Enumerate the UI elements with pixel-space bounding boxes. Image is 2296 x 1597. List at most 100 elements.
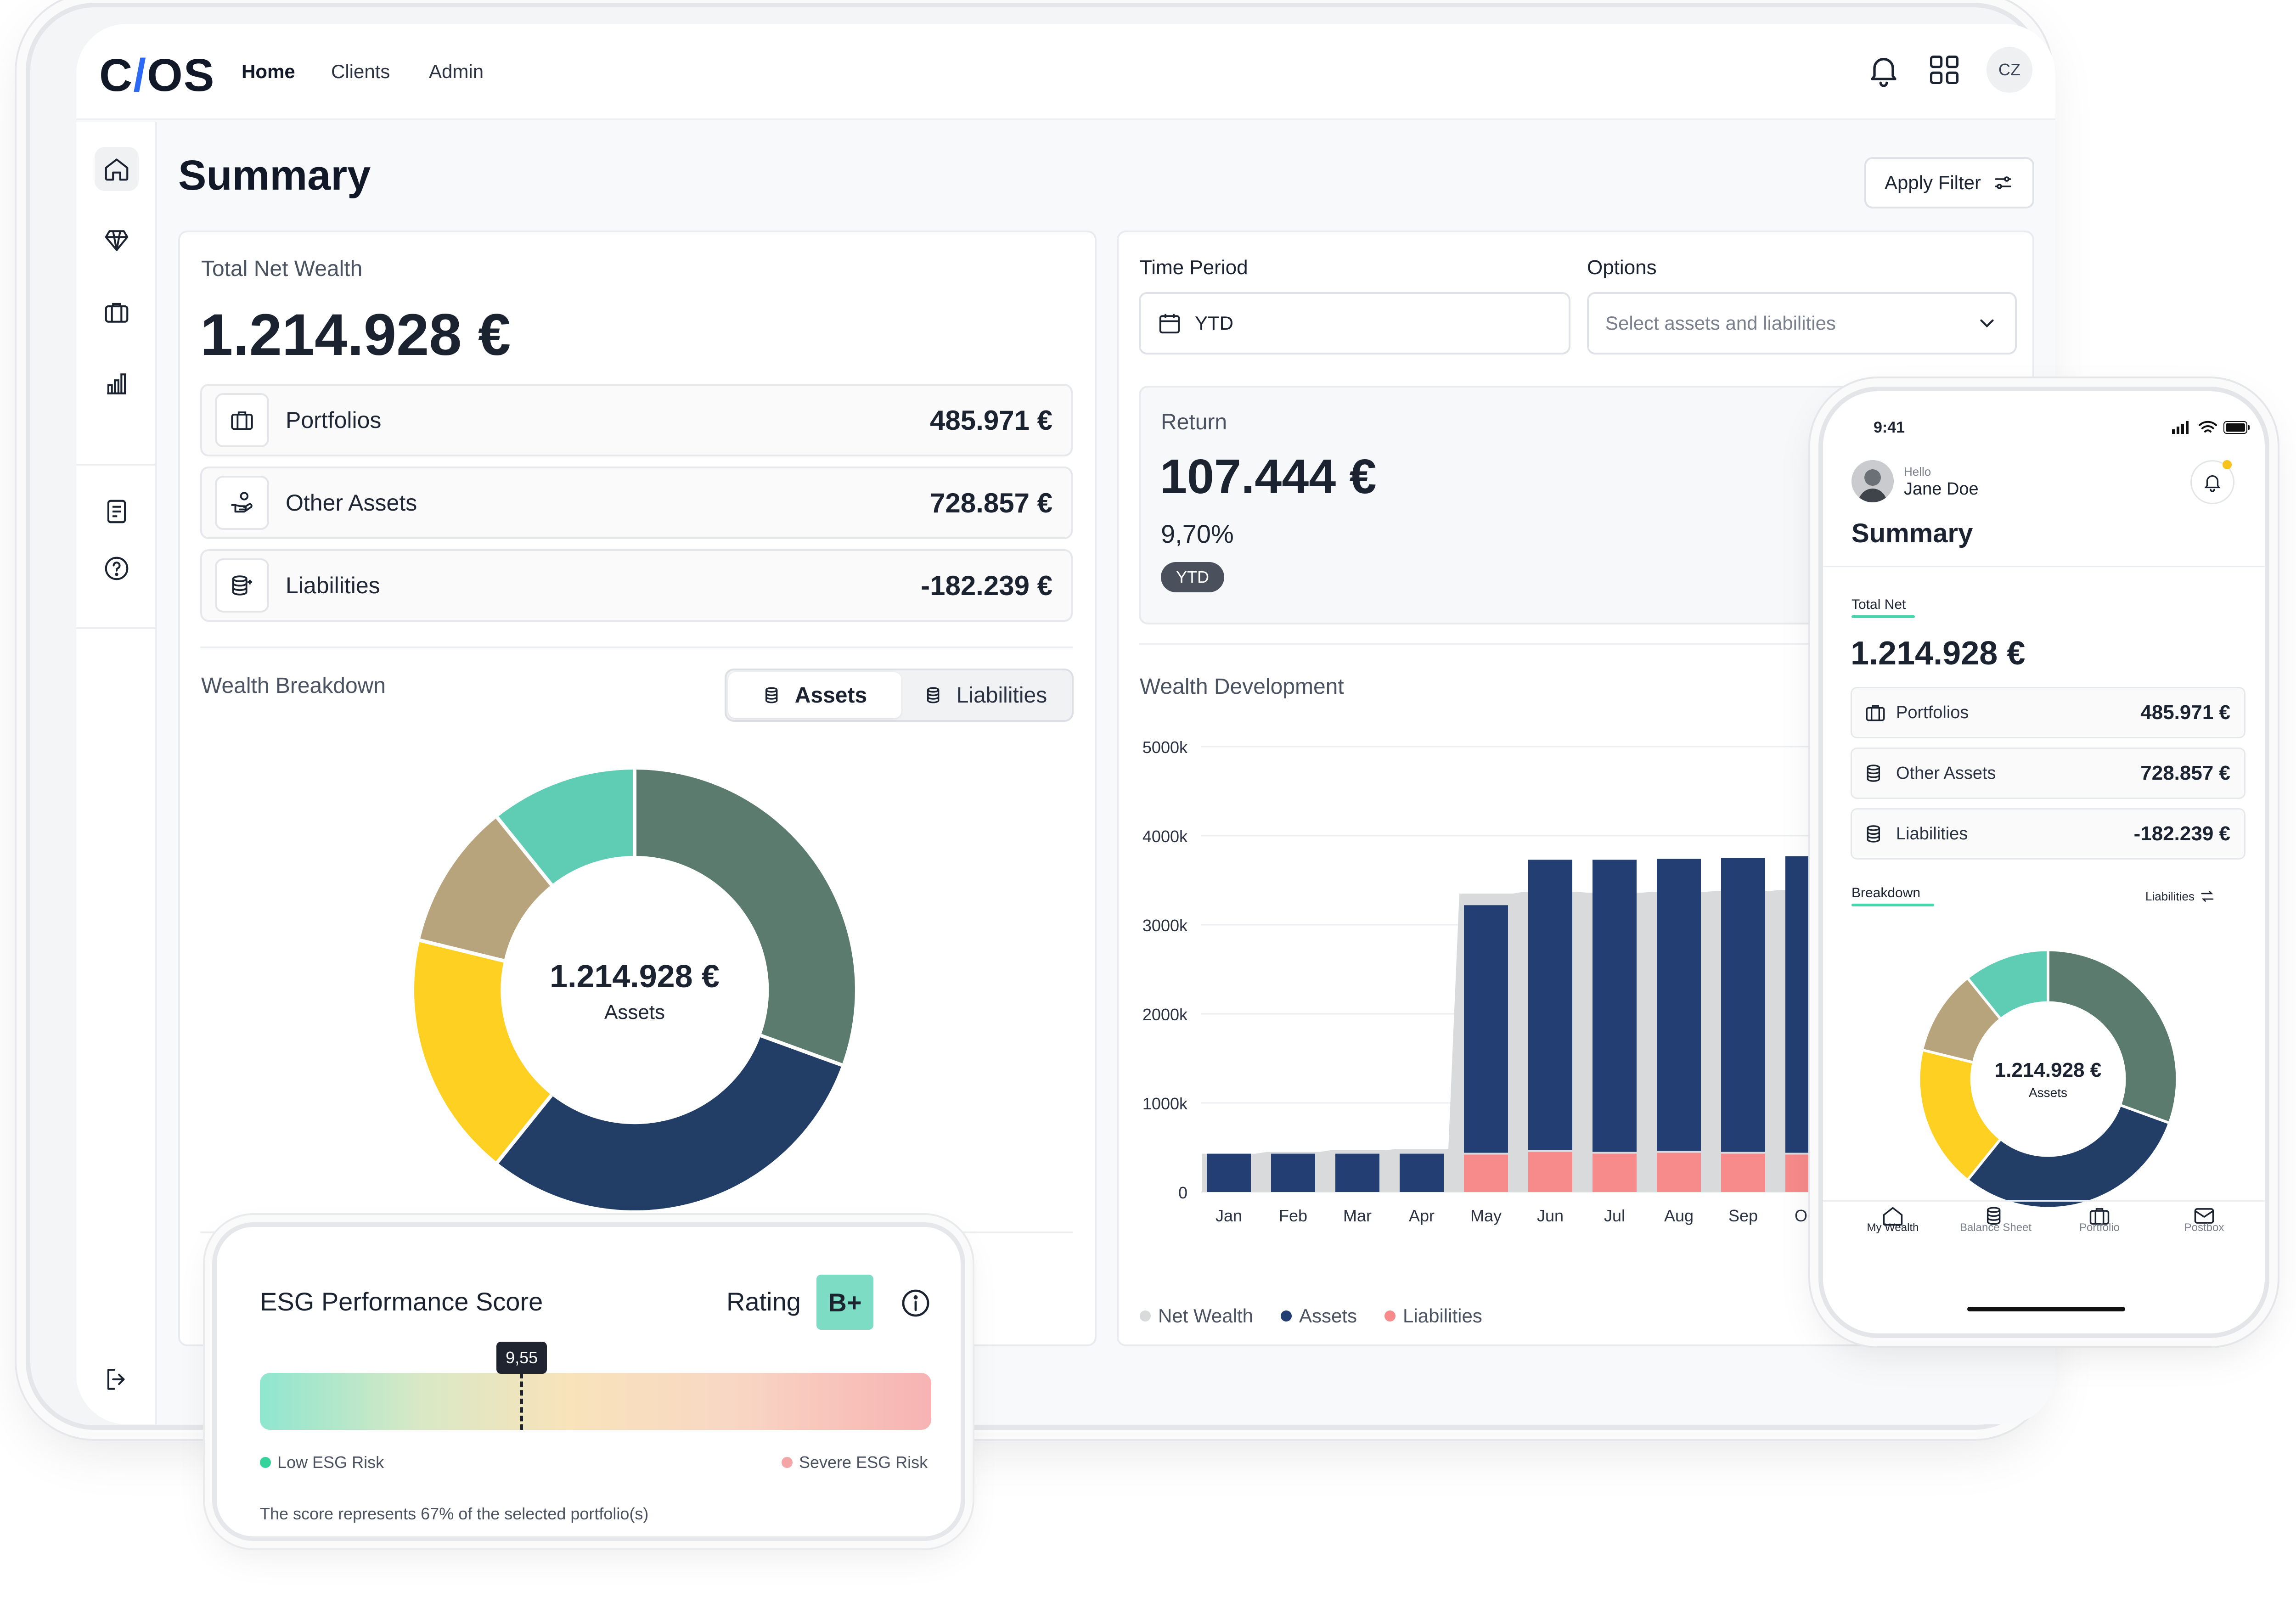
- user-name: Jane Doe: [1904, 479, 1979, 499]
- nav-home[interactable]: Home: [242, 61, 295, 82]
- row-label: Portfolios: [1896, 703, 1969, 722]
- tab-postbox[interactable]: Postbox: [2184, 1221, 2224, 1234]
- divider: [1139, 643, 2016, 645]
- nav-admin[interactable]: Admin: [429, 61, 484, 82]
- net-wealth-card: Total Net Wealth 1.214.928 € Portfolios …: [178, 231, 1097, 1346]
- donut-segment: [497, 769, 635, 885]
- row-label: Portfolios: [286, 407, 382, 433]
- net-wealth-value: 1.214.928 €: [200, 302, 511, 368]
- notification-bell-icon[interactable]: [2190, 460, 2234, 504]
- donut-segment: [2048, 951, 2176, 1123]
- tab-total-net[interactable]: Total Net: [1851, 597, 1906, 612]
- row-label: Liabilities: [1896, 824, 1968, 843]
- chart-legend: Net Wealth Assets Liabilities: [1140, 1305, 1482, 1327]
- x-tick-label: Feb: [1279, 1206, 1307, 1225]
- sidebar-chart-icon[interactable]: [95, 362, 139, 406]
- user-avatar[interactable]: CZ: [1986, 47, 2032, 93]
- donut-center-label: Assets: [604, 1001, 665, 1023]
- app-logo[interactable]: C/OS: [99, 50, 215, 101]
- liabilities-bar: [1528, 1152, 1572, 1192]
- row-label: Liabilities: [286, 573, 380, 598]
- tab-balance-sheet[interactable]: Balance Sheet: [1959, 1221, 2032, 1234]
- assets-bar: [1657, 859, 1701, 1151]
- liabilities-bar: [1721, 1153, 1765, 1192]
- list-item[interactable]: Other Assets 728.857 €: [1851, 748, 2245, 799]
- return-value: 107.444 €: [1160, 450, 1377, 504]
- briefcase-icon: [215, 393, 269, 447]
- bell-icon[interactable]: [1865, 51, 1902, 88]
- liabilities-bar: [1593, 1153, 1637, 1192]
- page-title: Summary: [178, 152, 371, 199]
- mail-tab-icon[interactable]: [2172, 1204, 2236, 1228]
- toggle-assets[interactable]: Assets: [728, 672, 901, 718]
- hand-coins-icon: [215, 476, 269, 530]
- donut-segment: [1920, 1050, 2000, 1179]
- wifi-icon: [2199, 421, 2217, 433]
- calendar-icon: [1159, 314, 1180, 334]
- assets-bar: [1207, 1153, 1251, 1192]
- tab-breakdown[interactable]: Breakdown: [1851, 885, 1921, 900]
- nav-clients[interactable]: Clients: [331, 61, 390, 82]
- x-tick-label: May: [1470, 1206, 1502, 1225]
- esg-score-marker: [520, 1373, 523, 1430]
- donut-segment: [497, 1035, 842, 1211]
- sidebar-home-icon[interactable]: [95, 147, 139, 191]
- assets-bar: [1400, 1153, 1444, 1192]
- divider: [1823, 566, 2265, 567]
- donut-center-value: 1.214.928 €: [550, 958, 720, 994]
- assets-bar: [1721, 858, 1765, 1152]
- liabilities-link[interactable]: Liabilities: [2145, 888, 2216, 905]
- liabilities-bar: [1657, 1153, 1701, 1192]
- list-item[interactable]: Other Assets 728.857 €: [200, 467, 1073, 539]
- esg-score-bar: [260, 1373, 931, 1430]
- apps-grid-icon[interactable]: [1927, 52, 1962, 87]
- filter-sliders-icon: [1992, 172, 2014, 194]
- briefcase-tab-icon[interactable]: [2067, 1204, 2132, 1228]
- x-tick-label: Aug: [1664, 1206, 1694, 1225]
- sidebar-help-icon[interactable]: [95, 546, 139, 590]
- coins-stack-icon: [215, 558, 269, 613]
- apply-filter-button[interactable]: Apply Filter: [1864, 157, 2034, 208]
- battery-icon: [2223, 421, 2250, 434]
- status-time: 9:41: [1874, 419, 1905, 436]
- x-tick-label: Sep: [1728, 1206, 1758, 1225]
- coins-tab-icon[interactable]: [1964, 1204, 2028, 1228]
- list-item[interactable]: Liabilities -182.239 €: [200, 549, 1073, 622]
- sidebar-document-icon[interactable]: [95, 489, 139, 534]
- x-tick-label: Oct: [1795, 1206, 1820, 1225]
- donut-segment: [635, 770, 855, 1065]
- info-icon[interactable]: [899, 1287, 932, 1320]
- row-value: 485.971 €: [930, 405, 1052, 436]
- list-item[interactable]: Liabilities -182.239 €: [1851, 808, 2245, 860]
- tab-my-wealth[interactable]: My Wealth: [1867, 1221, 1919, 1234]
- rating-label: Rating: [726, 1287, 801, 1316]
- y-tick-label: 4000k: [1142, 827, 1188, 846]
- options-label: Options: [1587, 256, 1657, 279]
- x-tick-label: Jul: [1604, 1206, 1625, 1225]
- y-tick-label: 1000k: [1142, 1094, 1188, 1113]
- legend-item: Net Wealth: [1140, 1305, 1253, 1327]
- tablet-frame: C/OS Home Clients Admin CZ: [26, 3, 2055, 1430]
- assets-bar: [1335, 1153, 1379, 1192]
- toggle-liabilities[interactable]: Liabilities: [901, 672, 1070, 718]
- time-period-input[interactable]: YTD: [1139, 292, 1570, 354]
- assets-liabilities-toggle: Assets Liabilities: [725, 669, 1074, 722]
- top-bar: C/OS Home Clients Admin CZ: [76, 24, 2055, 120]
- user-avatar[interactable]: [1851, 460, 1894, 502]
- sidebar-briefcase-icon[interactable]: [95, 290, 139, 334]
- tab-portfolio[interactable]: Portfolio: [2079, 1221, 2120, 1234]
- phone-title: Summary: [1851, 518, 1973, 548]
- sidebar-diamond-icon[interactable]: [95, 219, 139, 263]
- return-percent: 9,70%: [1161, 519, 1234, 548]
- logout-icon[interactable]: [95, 1357, 139, 1401]
- time-period-value: YTD: [1195, 312, 1233, 334]
- net-wealth-label: Total Net Wealth: [201, 257, 363, 281]
- assets-bar: [1271, 1153, 1315, 1192]
- sidebar-divider: [76, 627, 157, 629]
- home-tab-icon[interactable]: [1861, 1204, 1925, 1228]
- list-item[interactable]: Portfolios 485.971 €: [1851, 687, 2245, 738]
- row-value: -182.239 €: [921, 570, 1052, 601]
- options-select[interactable]: Select assets and liabilities: [1587, 292, 2017, 354]
- x-tick-label: Jan: [1216, 1206, 1242, 1225]
- list-item[interactable]: Portfolios 485.971 €: [200, 384, 1073, 456]
